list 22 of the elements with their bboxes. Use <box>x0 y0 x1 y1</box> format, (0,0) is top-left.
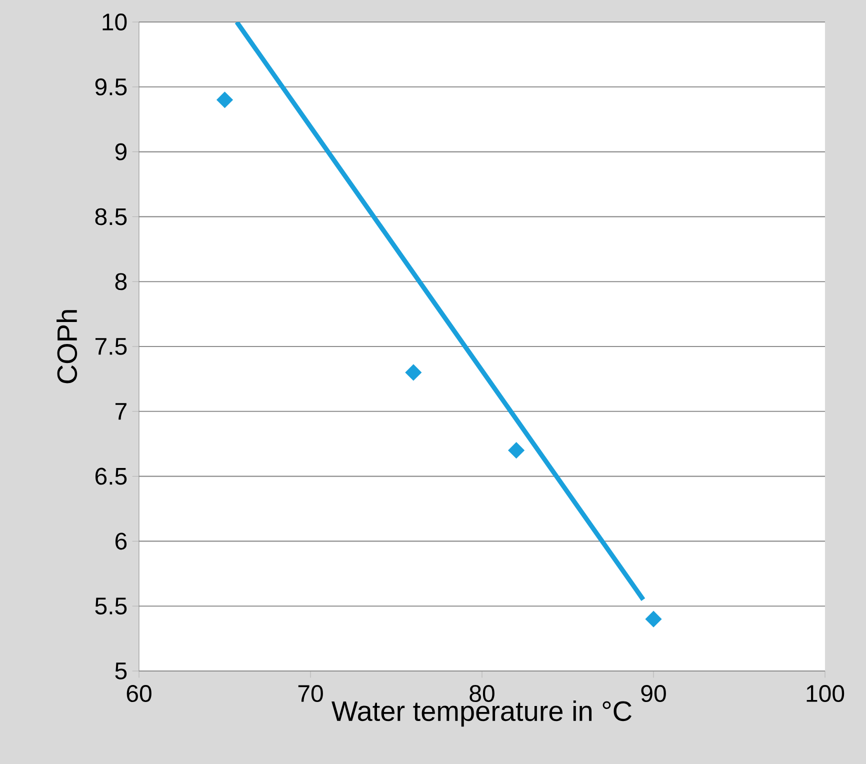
y-tick-label: 8.5 <box>95 208 127 226</box>
x-tick-label: 60 <box>126 685 152 702</box>
x-axis-title: Water temperature in °C <box>332 700 632 727</box>
point <box>405 364 422 381</box>
x-tick-label: 90 <box>641 685 666 702</box>
y-tick-label: 7 <box>116 403 126 420</box>
y-axis-title: COPh <box>56 310 78 384</box>
y-tick-label: 5 <box>115 662 127 680</box>
point <box>216 92 233 108</box>
x-tick-label: 80 <box>470 685 494 702</box>
y-tick-label: 5.5 <box>95 598 127 614</box>
y-tick-label: 8 <box>115 273 127 290</box>
point <box>508 442 524 459</box>
y-tick-label: 6.5 <box>95 468 127 485</box>
x-tick-label: 70 <box>298 685 323 702</box>
point <box>645 610 662 628</box>
x-tick-label: 100 <box>806 685 844 702</box>
y-tick-label: 6 <box>115 532 127 550</box>
y-tick-label: 10 <box>102 13 127 30</box>
y-tick-label: 9.5 <box>95 78 127 96</box>
y-tick-label: 9 <box>115 143 126 160</box>
y-tick-label: 7.5 <box>95 338 127 355</box>
